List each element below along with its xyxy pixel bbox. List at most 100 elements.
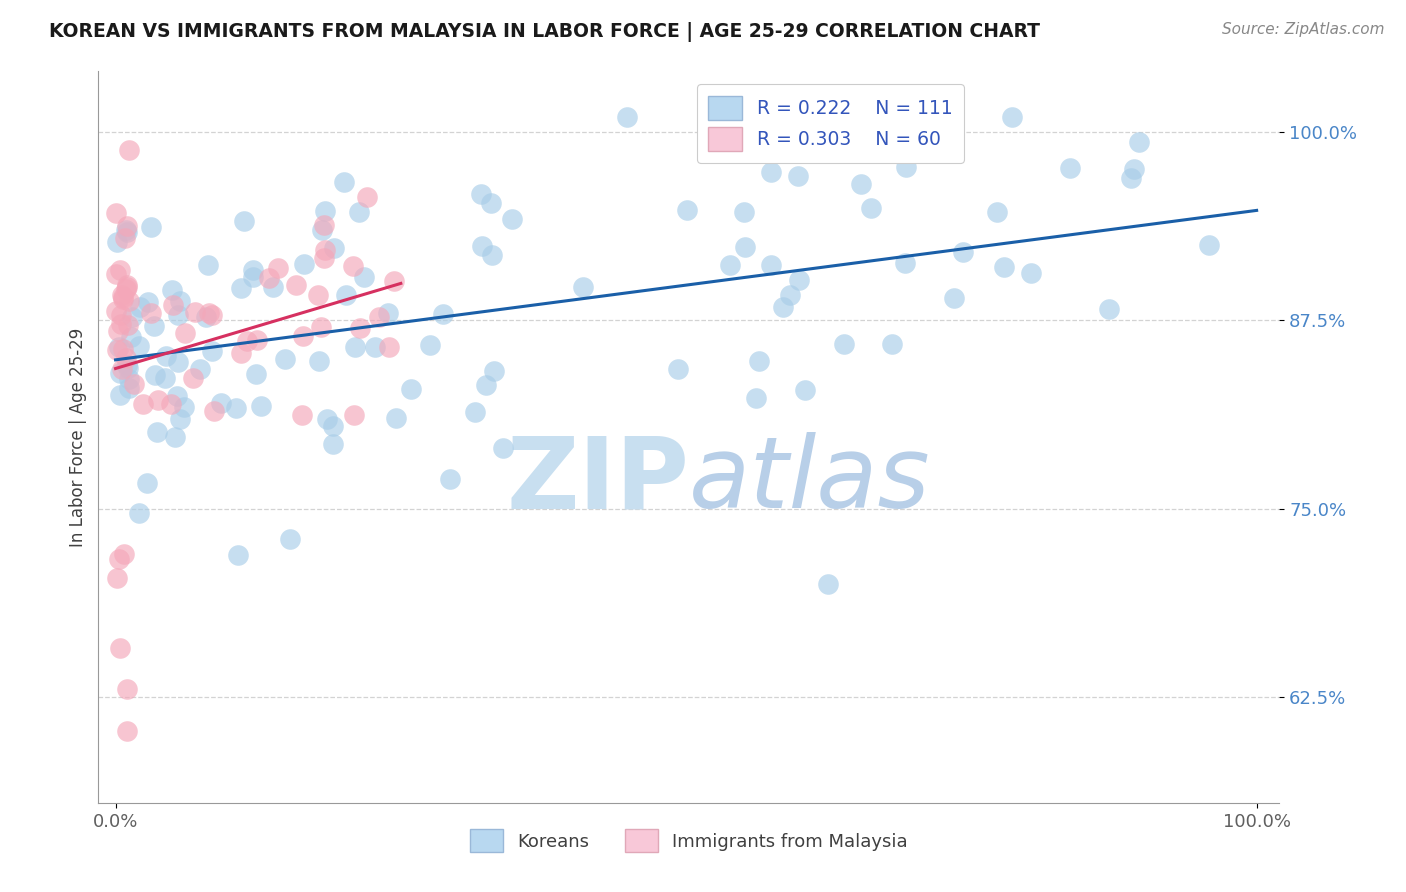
Point xyxy=(323,241,346,255)
Point xyxy=(1198,238,1220,252)
Point xyxy=(349,321,371,335)
Point xyxy=(114,282,136,296)
Point xyxy=(146,425,169,439)
Point xyxy=(139,305,162,319)
Point xyxy=(108,263,131,277)
Point xyxy=(761,165,783,179)
Point xyxy=(233,214,256,228)
Point xyxy=(470,187,492,202)
Point xyxy=(143,318,166,333)
Point xyxy=(115,351,138,365)
Point xyxy=(245,367,267,381)
Point xyxy=(419,338,441,352)
Point xyxy=(1021,266,1043,280)
Point xyxy=(114,231,136,245)
Point xyxy=(262,280,284,294)
Point xyxy=(492,442,515,456)
Point xyxy=(111,362,134,376)
Point xyxy=(250,399,273,413)
Text: ZIP: ZIP xyxy=(506,433,689,530)
Point xyxy=(333,175,356,189)
Point xyxy=(131,396,153,410)
Point xyxy=(474,378,496,392)
Point xyxy=(849,177,872,191)
Point xyxy=(108,640,131,655)
Point xyxy=(135,475,157,490)
Point xyxy=(860,201,883,215)
Point xyxy=(167,308,190,322)
Point xyxy=(284,277,307,292)
Point xyxy=(342,259,364,273)
Point xyxy=(364,341,387,355)
Point xyxy=(128,339,150,353)
Point xyxy=(167,355,190,369)
Point xyxy=(479,196,502,211)
Text: atlas: atlas xyxy=(689,433,931,530)
Point xyxy=(439,471,461,485)
Point xyxy=(278,532,301,546)
Point xyxy=(880,337,903,351)
Point xyxy=(1128,135,1150,149)
Point xyxy=(793,383,815,397)
Point xyxy=(344,340,367,354)
Y-axis label: In Labor Force | Age 25-29: In Labor Force | Age 25-29 xyxy=(69,327,87,547)
Point xyxy=(201,343,224,358)
Point xyxy=(146,392,169,407)
Point xyxy=(226,548,249,562)
Point xyxy=(481,248,503,262)
Point xyxy=(112,292,135,306)
Point xyxy=(107,340,129,354)
Point xyxy=(118,293,141,308)
Point xyxy=(274,352,297,367)
Point xyxy=(894,160,917,174)
Point xyxy=(110,308,132,322)
Point xyxy=(471,238,494,252)
Point xyxy=(1000,110,1022,124)
Point xyxy=(309,319,332,334)
Point xyxy=(197,258,219,272)
Point xyxy=(118,381,141,395)
Point xyxy=(367,310,389,324)
Point xyxy=(314,243,336,257)
Point xyxy=(128,506,150,520)
Point xyxy=(952,245,974,260)
Point xyxy=(307,287,329,301)
Point xyxy=(111,288,134,302)
Point xyxy=(115,278,138,293)
Point xyxy=(105,343,128,358)
Point xyxy=(292,329,315,343)
Point xyxy=(312,218,335,232)
Point xyxy=(129,300,152,314)
Point xyxy=(484,363,506,377)
Point xyxy=(733,205,755,219)
Point xyxy=(115,682,138,697)
Point xyxy=(201,308,224,322)
Point xyxy=(105,304,128,318)
Point xyxy=(162,298,184,312)
Point xyxy=(105,235,128,249)
Point xyxy=(108,366,131,380)
Point xyxy=(169,412,191,426)
Point xyxy=(173,400,195,414)
Point xyxy=(114,223,136,237)
Point xyxy=(385,411,408,425)
Point xyxy=(1119,171,1142,186)
Point xyxy=(779,288,801,302)
Point xyxy=(184,304,207,318)
Point xyxy=(121,310,143,324)
Point xyxy=(718,258,741,272)
Point xyxy=(155,349,177,363)
Point xyxy=(1059,161,1081,175)
Point xyxy=(117,318,139,333)
Point xyxy=(291,408,314,422)
Point xyxy=(676,203,699,218)
Point xyxy=(165,429,187,443)
Point xyxy=(112,342,135,356)
Point xyxy=(384,274,406,288)
Point xyxy=(787,273,810,287)
Point xyxy=(169,294,191,309)
Point xyxy=(1098,301,1121,316)
Point xyxy=(308,354,330,368)
Legend: Koreans, Immigrants from Malaysia: Koreans, Immigrants from Malaysia xyxy=(463,822,915,860)
Point xyxy=(993,260,1015,274)
